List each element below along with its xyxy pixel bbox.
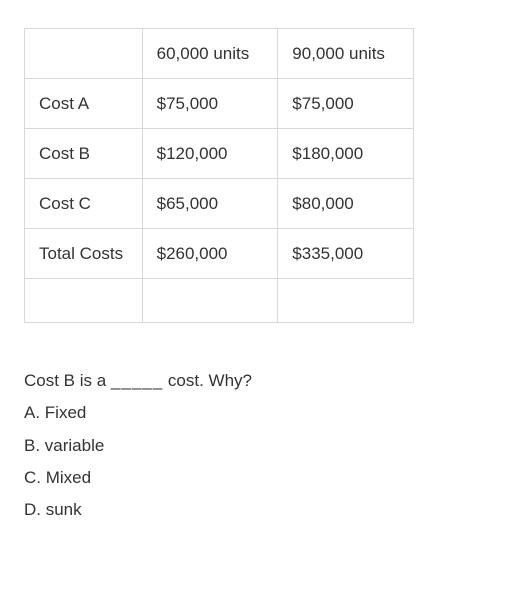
option-b: B. variable — [24, 430, 504, 462]
table-row-empty — [25, 279, 414, 323]
row-label: Cost B — [25, 129, 143, 179]
cell: $80,000 — [278, 179, 414, 229]
stem-post: cost. Why? — [163, 371, 252, 390]
cell-empty — [278, 279, 414, 323]
row-label: Cost C — [25, 179, 143, 229]
stem-pre: Cost B is a — [24, 371, 111, 390]
header-col-2: 90,000 units — [278, 29, 414, 79]
cell: $75,000 — [278, 79, 414, 129]
option-d: D. sunk — [24, 494, 504, 526]
table-header-row: 60,000 units 90,000 units — [25, 29, 414, 79]
row-label: Cost A — [25, 79, 143, 129]
cell: $260,000 — [142, 229, 278, 279]
cost-table: 60,000 units 90,000 units Cost A $75,000… — [24, 28, 414, 323]
cell: $120,000 — [142, 129, 278, 179]
cell: $180,000 — [278, 129, 414, 179]
table-row: Total Costs $260,000 $335,000 — [25, 229, 414, 279]
cell: $75,000 — [142, 79, 278, 129]
cell: $335,000 — [278, 229, 414, 279]
cell-empty — [25, 279, 143, 323]
question-stem: Cost B is a _____ cost. Why? — [24, 365, 504, 397]
cell: $65,000 — [142, 179, 278, 229]
option-a: A. Fixed — [24, 397, 504, 429]
question-block: Cost B is a _____ cost. Why? A. Fixed B.… — [24, 365, 504, 526]
header-col-1: 60,000 units — [142, 29, 278, 79]
table-row: Cost C $65,000 $80,000 — [25, 179, 414, 229]
row-label: Total Costs — [25, 229, 143, 279]
option-c: C. Mixed — [24, 462, 504, 494]
header-blank — [25, 29, 143, 79]
stem-blank: _____ — [111, 371, 163, 390]
table-row: Cost B $120,000 $180,000 — [25, 129, 414, 179]
table-row: Cost A $75,000 $75,000 — [25, 79, 414, 129]
cell-empty — [142, 279, 278, 323]
